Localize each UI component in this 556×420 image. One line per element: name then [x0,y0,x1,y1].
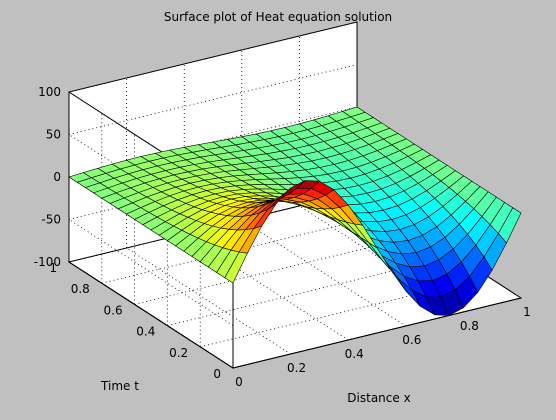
y-tick-label: 0 [213,367,221,381]
grid-line [68,64,358,135]
x-tick-label: 0.8 [460,319,479,333]
grid-line [241,219,407,327]
x-tick-label: 0.6 [402,333,421,347]
y-tick-label: 0.2 [169,346,188,360]
x-axis-line [232,297,522,369]
grid-line [356,191,522,299]
grid-line [68,219,234,326]
grid-line [126,247,291,355]
z-tick-label: -100 [34,255,61,269]
grid-line [134,234,423,305]
y-axis-label: Time t [100,379,139,393]
x-tick-label: 0 [235,375,243,389]
x-tick-label: 0.2 [287,361,306,375]
grid-line [183,233,349,341]
grid-line [68,21,358,93]
z-tick-label: 50 [46,128,61,142]
x-tick-label: 0.4 [345,347,364,361]
y-tick-label: 0.4 [136,325,155,339]
tick-labels: 00.20.40.60.8100.20.40.60.81-100-5005010… [34,85,531,389]
z-tick-label: -50 [41,213,61,227]
z-tick-label: 0 [53,170,61,184]
y-tick-label: 0.8 [71,282,90,296]
y-axis-line [68,261,234,369]
x-tick-label: 1 [523,305,531,319]
surface-patch [498,207,522,244]
y-tick-label: 1 [49,261,57,275]
z-tick-label: 100 [38,85,61,99]
grid-line [200,276,489,348]
grid-line [167,255,456,326]
chart-title: Surface plot of Heat equation solution [164,10,392,24]
x-axis-label: Distance x [347,391,410,405]
surface-mesh [68,106,522,316]
y-tick-label: 0.6 [104,303,123,317]
